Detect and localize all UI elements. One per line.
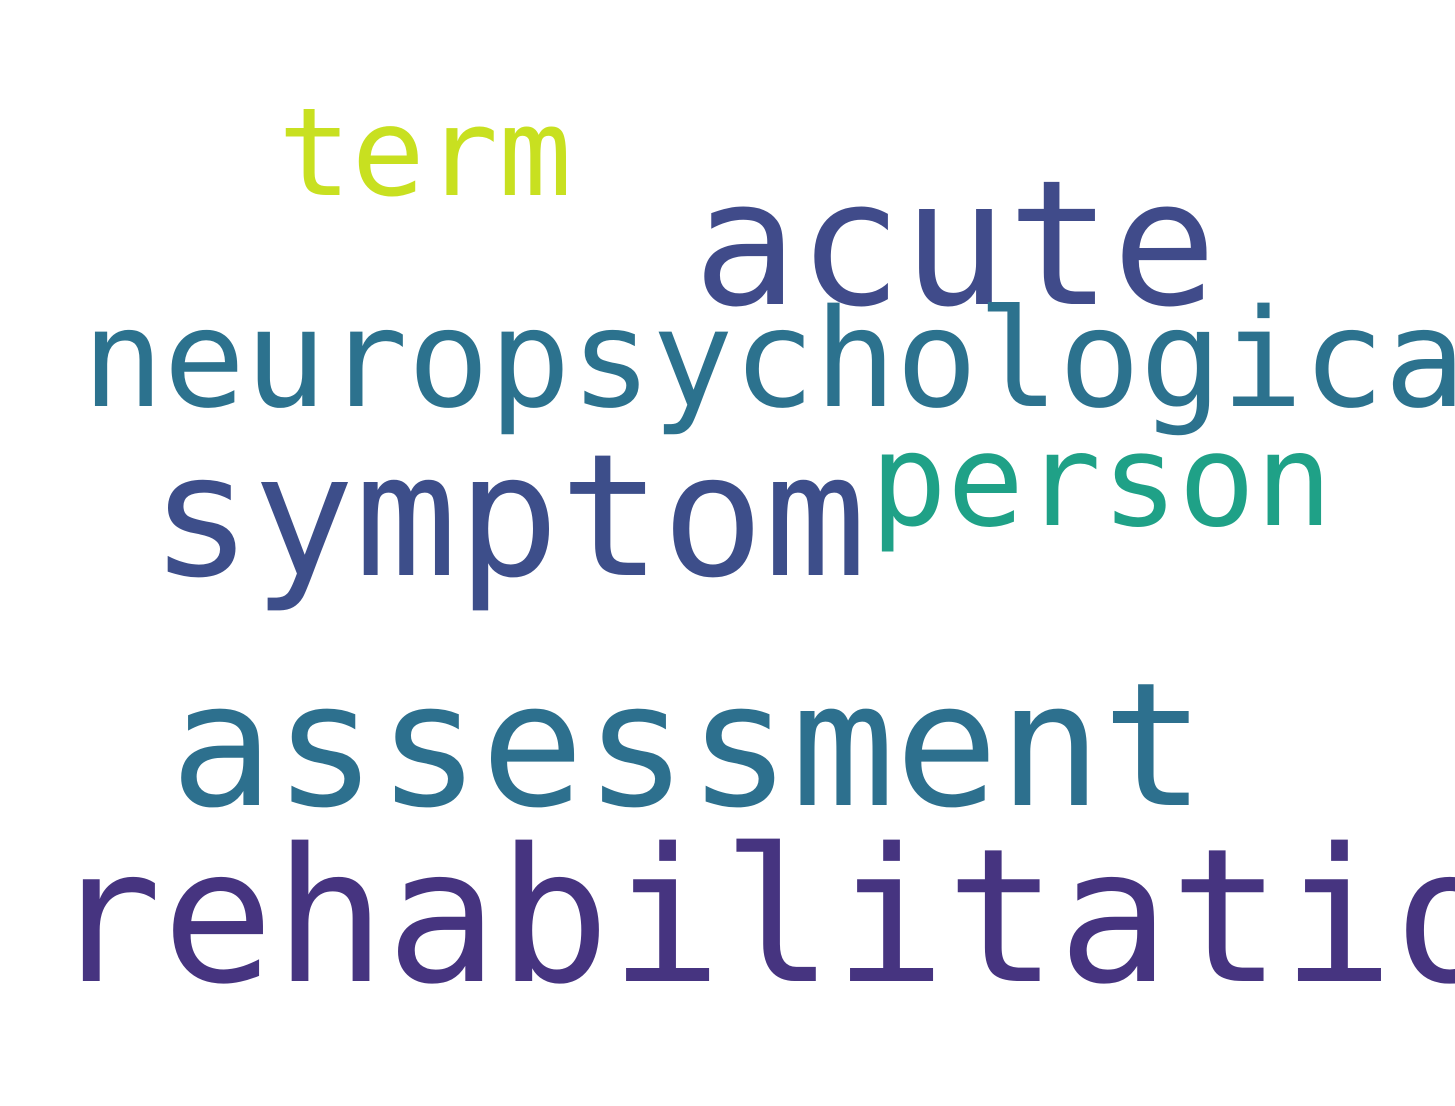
word-assessment: assessment — [170, 645, 1206, 846]
word-neuropsychological: neuropsychological — [82, 281, 1455, 439]
word-rehabilitation: rehabilitation — [50, 808, 1455, 1025]
word-acute: acute — [693, 143, 1217, 346]
word-term: term — [278, 82, 572, 224]
word-symptom: symptom — [150, 418, 867, 616]
word-person: person — [870, 407, 1333, 556]
